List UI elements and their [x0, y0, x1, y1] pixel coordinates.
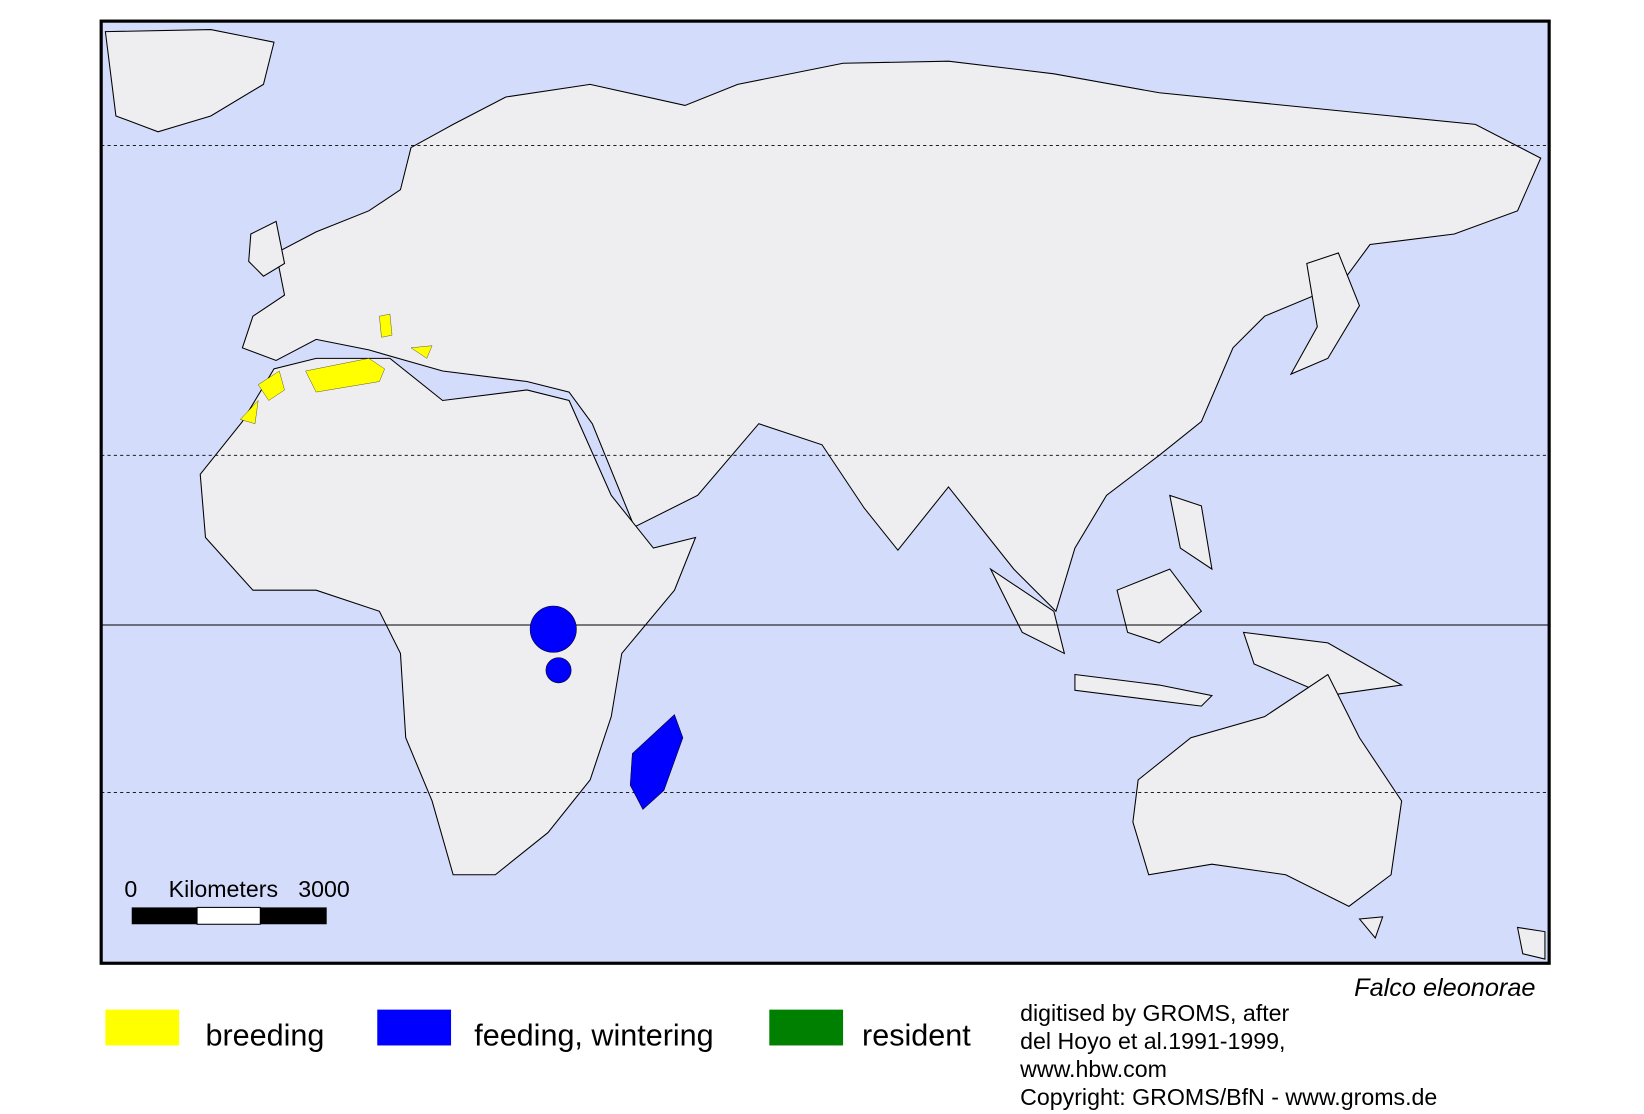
scale-segment	[131, 907, 198, 925]
wintering-area	[545, 657, 572, 684]
credit-line: digitised by GROMS, after	[1020, 1000, 1289, 1026]
scale-bar: 0 Kilometers 3000	[124, 876, 350, 925]
credit-line: Copyright: GROMS/BfN - www.groms.de	[1020, 1084, 1437, 1110]
species-name: Falco eleonorae	[1354, 974, 1535, 1002]
scale-segment	[260, 907, 327, 925]
legend-swatch	[377, 1009, 452, 1046]
breeding-area	[239, 313, 433, 424]
wintering-area	[629, 714, 684, 810]
scale-start: 0	[124, 876, 137, 902]
legend-swatch	[105, 1009, 180, 1046]
legend-label: breeding	[206, 1018, 325, 1052]
legend-label: resident	[862, 1018, 971, 1052]
wintering-area	[529, 605, 577, 653]
credit-line: del Hoyo et al.1991-1999,	[1020, 1028, 1285, 1054]
scale-end: 3000	[298, 876, 350, 902]
land	[104, 29, 1546, 960]
wintering-range	[529, 605, 684, 810]
scale-unit: Kilometers	[169, 876, 278, 902]
legend: breeding feeding, wintering resident	[105, 1009, 971, 1052]
scale-segment	[196, 906, 261, 925]
graticule	[101, 145, 1550, 793]
legend-label: feeding, wintering	[474, 1018, 713, 1052]
breeding-range	[239, 313, 433, 424]
legend-swatch	[769, 1009, 844, 1046]
credit-line: www.hbw.com	[1019, 1056, 1167, 1082]
map-frame	[99, 19, 1551, 965]
